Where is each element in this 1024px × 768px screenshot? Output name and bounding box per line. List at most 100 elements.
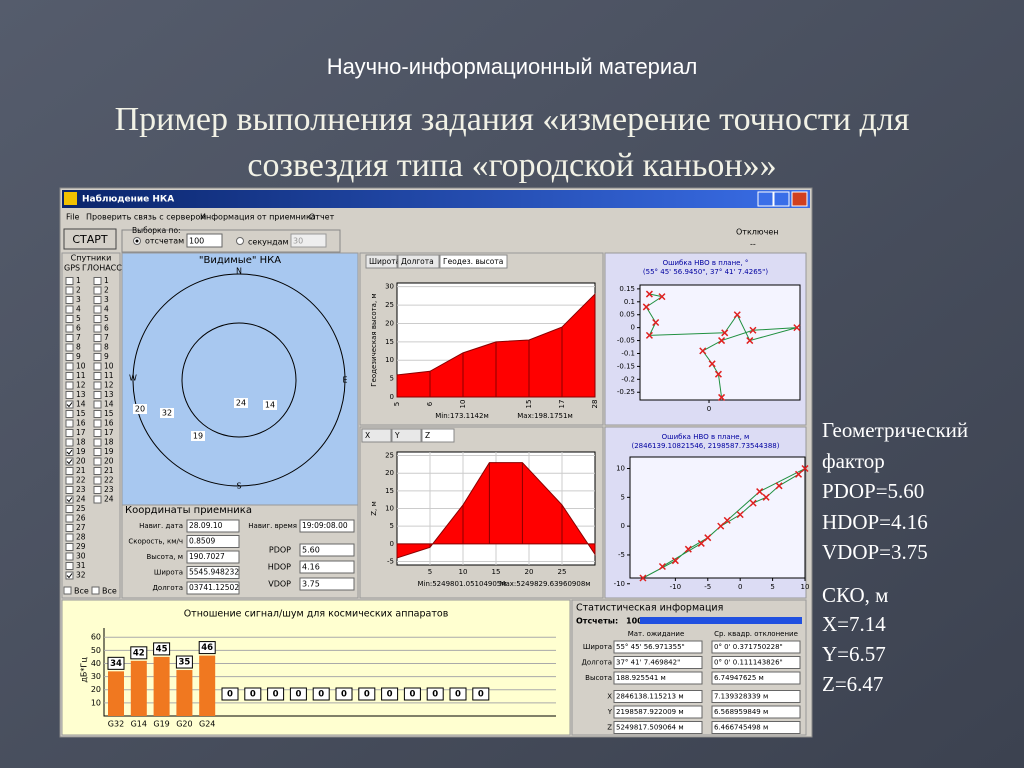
checkbox[interactable]: [93, 362, 102, 371]
checkbox[interactable]: [93, 400, 102, 409]
checkbox[interactable]: [93, 486, 102, 494]
checkbox[interactable]: [93, 429, 102, 437]
checkbox[interactable]: [65, 457, 74, 466]
checkbox[interactable]: [65, 334, 74, 342]
tab[interactable]: [361, 428, 392, 443]
x-tick-label: 5: [770, 583, 774, 591]
label: 5: [104, 314, 109, 323]
y-tick-label: 30: [91, 672, 101, 681]
checkbox[interactable]: [93, 315, 102, 323]
minimize-button[interactable]: [757, 191, 774, 207]
tab[interactable]: [421, 428, 455, 443]
value-box: [381, 687, 399, 701]
checkbox[interactable]: [65, 562, 74, 570]
label: 10: [104, 362, 114, 371]
checkbox[interactable]: [65, 400, 74, 409]
value-box: [289, 687, 307, 701]
checkbox[interactable]: [93, 410, 102, 418]
checkbox[interactable]: [65, 533, 74, 542]
tab[interactable]: [365, 254, 398, 269]
checkbox[interactable]: [65, 524, 74, 532]
y-tick-label: -0.05: [617, 337, 635, 345]
checkbox[interactable]: [93, 419, 102, 428]
checkbox[interactable]: [93, 438, 102, 447]
checkbox[interactable]: [93, 305, 102, 314]
checkbox[interactable]: [65, 305, 74, 314]
checkbox[interactable]: [65, 514, 74, 523]
checkbox[interactable]: [93, 476, 102, 485]
maximize-button[interactable]: [773, 191, 790, 207]
checkbox[interactable]: [65, 543, 74, 551]
checkbox[interactable]: [93, 324, 102, 333]
menu-item[interactable]: File: [66, 213, 79, 222]
tab-label[interactable]: Y: [394, 431, 400, 440]
checkbox[interactable]: [93, 343, 102, 352]
checkbox[interactable]: [65, 419, 74, 428]
checkbox[interactable]: [93, 495, 102, 504]
label: 20: [76, 457, 86, 466]
checkbox[interactable]: [93, 296, 102, 304]
label: Отключен: [736, 228, 779, 237]
checkbox[interactable]: [65, 552, 74, 561]
checkbox[interactable]: [65, 410, 74, 418]
tab-label[interactable]: Z: [425, 431, 430, 440]
checkbox[interactable]: [93, 334, 102, 342]
x-tick-label: G24: [199, 720, 215, 729]
checkbox[interactable]: [65, 495, 74, 504]
checkbox[interactable]: [65, 362, 74, 371]
checkbox[interactable]: [93, 381, 102, 390]
checkbox[interactable]: [65, 381, 74, 390]
menu-item[interactable]: Информация от приемника: [200, 213, 316, 222]
tab-label[interactable]: Геодез. высота: [443, 257, 503, 266]
start-label[interactable]: СТАРТ: [72, 233, 108, 246]
check: [66, 449, 73, 455]
checkbox[interactable]: [63, 586, 72, 595]
checkbox[interactable]: [65, 438, 74, 447]
checkbox[interactable]: [93, 286, 102, 295]
checkbox[interactable]: [93, 467, 102, 475]
checkbox[interactable]: [65, 296, 74, 304]
checkbox[interactable]: [65, 277, 74, 285]
point: [652, 318, 660, 327]
y-tick-label: 10: [385, 356, 394, 364]
sky-inner: [181, 322, 297, 438]
checkbox[interactable]: [65, 324, 74, 333]
checkbox[interactable]: [93, 457, 102, 466]
checkbox[interactable]: [65, 353, 74, 361]
seconds-input[interactable]: [290, 233, 327, 248]
checkbox[interactable]: [93, 277, 102, 285]
checkbox[interactable]: [65, 486, 74, 494]
checkbox[interactable]: [91, 586, 100, 595]
checkbox[interactable]: [93, 391, 102, 399]
tab-label[interactable]: Долгота: [401, 257, 434, 266]
y-tick-label: 0: [631, 324, 635, 332]
checkbox[interactable]: [65, 505, 74, 513]
tab[interactable]: [439, 254, 508, 269]
checkbox[interactable]: [65, 343, 74, 352]
checkbox[interactable]: [93, 353, 102, 361]
checkbox[interactable]: [65, 372, 74, 380]
checkbox[interactable]: [65, 467, 74, 475]
checkbox[interactable]: [65, 448, 74, 456]
checkbox[interactable]: [65, 286, 74, 295]
checkbox[interactable]: [65, 315, 74, 323]
checkbox[interactable]: [93, 448, 102, 456]
radio[interactable]: [236, 237, 244, 245]
checkbox[interactable]: [65, 476, 74, 485]
tab[interactable]: [397, 254, 440, 269]
checkbox[interactable]: [65, 391, 74, 399]
label: Скорость, км/ч: [128, 538, 183, 546]
tab-label[interactable]: Широта: [369, 257, 400, 266]
checkbox[interactable]: [65, 429, 74, 437]
tab[interactable]: [391, 428, 422, 443]
menu-item[interactable]: Отчет: [309, 213, 335, 222]
checkbox[interactable]: [65, 571, 74, 580]
checkbox[interactable]: [93, 372, 102, 380]
start-button[interactable]: [63, 228, 117, 250]
tab-label[interactable]: X: [365, 431, 370, 440]
label: 6.466745498 м: [714, 724, 768, 732]
menu-item[interactable]: Проверить связь с сервером: [86, 213, 206, 222]
label: 30: [293, 237, 303, 246]
close-button[interactable]: [791, 191, 808, 207]
count-input[interactable]: [186, 233, 223, 248]
